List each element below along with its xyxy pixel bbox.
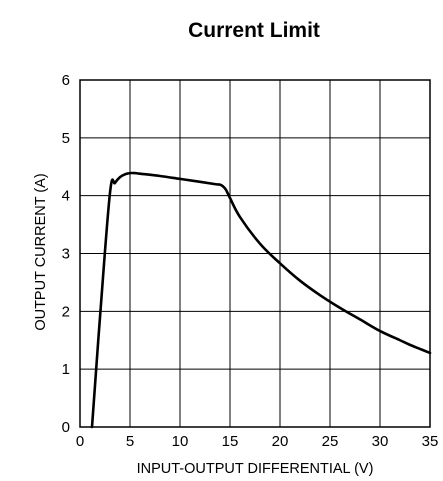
x-tick-labels: 0 5 10 15 20 25 30 35 (76, 433, 439, 450)
y-tick-label: 1 (62, 361, 70, 378)
y-tick-label: 2 (62, 303, 70, 320)
x-tick-label: 35 (422, 433, 439, 450)
y-tick-label: 3 (62, 246, 70, 263)
x-tick-label: 10 (172, 433, 189, 450)
y-tick-labels: 0 1 2 3 4 5 6 (62, 72, 70, 436)
y-tick-label: 5 (62, 130, 70, 147)
x-tick-label: 25 (322, 433, 339, 450)
data-line (90, 171, 432, 429)
plot-frame (79, 79, 431, 428)
y-axis-label: OUTPUT CURRENT (A) (33, 173, 49, 330)
grid-lines (79, 79, 431, 428)
x-tick-label: 20 (272, 433, 289, 450)
series-line-0 (90, 171, 432, 429)
x-tick-label: 15 (222, 433, 239, 450)
y-tick-label: 6 (62, 72, 70, 89)
x-axis-label: INPUT-OUTPUT DIFFERENTIAL (V) (137, 461, 374, 477)
y-tick-label: 4 (62, 188, 70, 205)
chart-title: Current Limit (188, 19, 320, 42)
y-tick-label: 0 (62, 419, 70, 436)
x-tick-label: 30 (372, 433, 389, 450)
x-tick-label: 0 (76, 433, 84, 450)
x-tick-label: 5 (126, 433, 134, 450)
